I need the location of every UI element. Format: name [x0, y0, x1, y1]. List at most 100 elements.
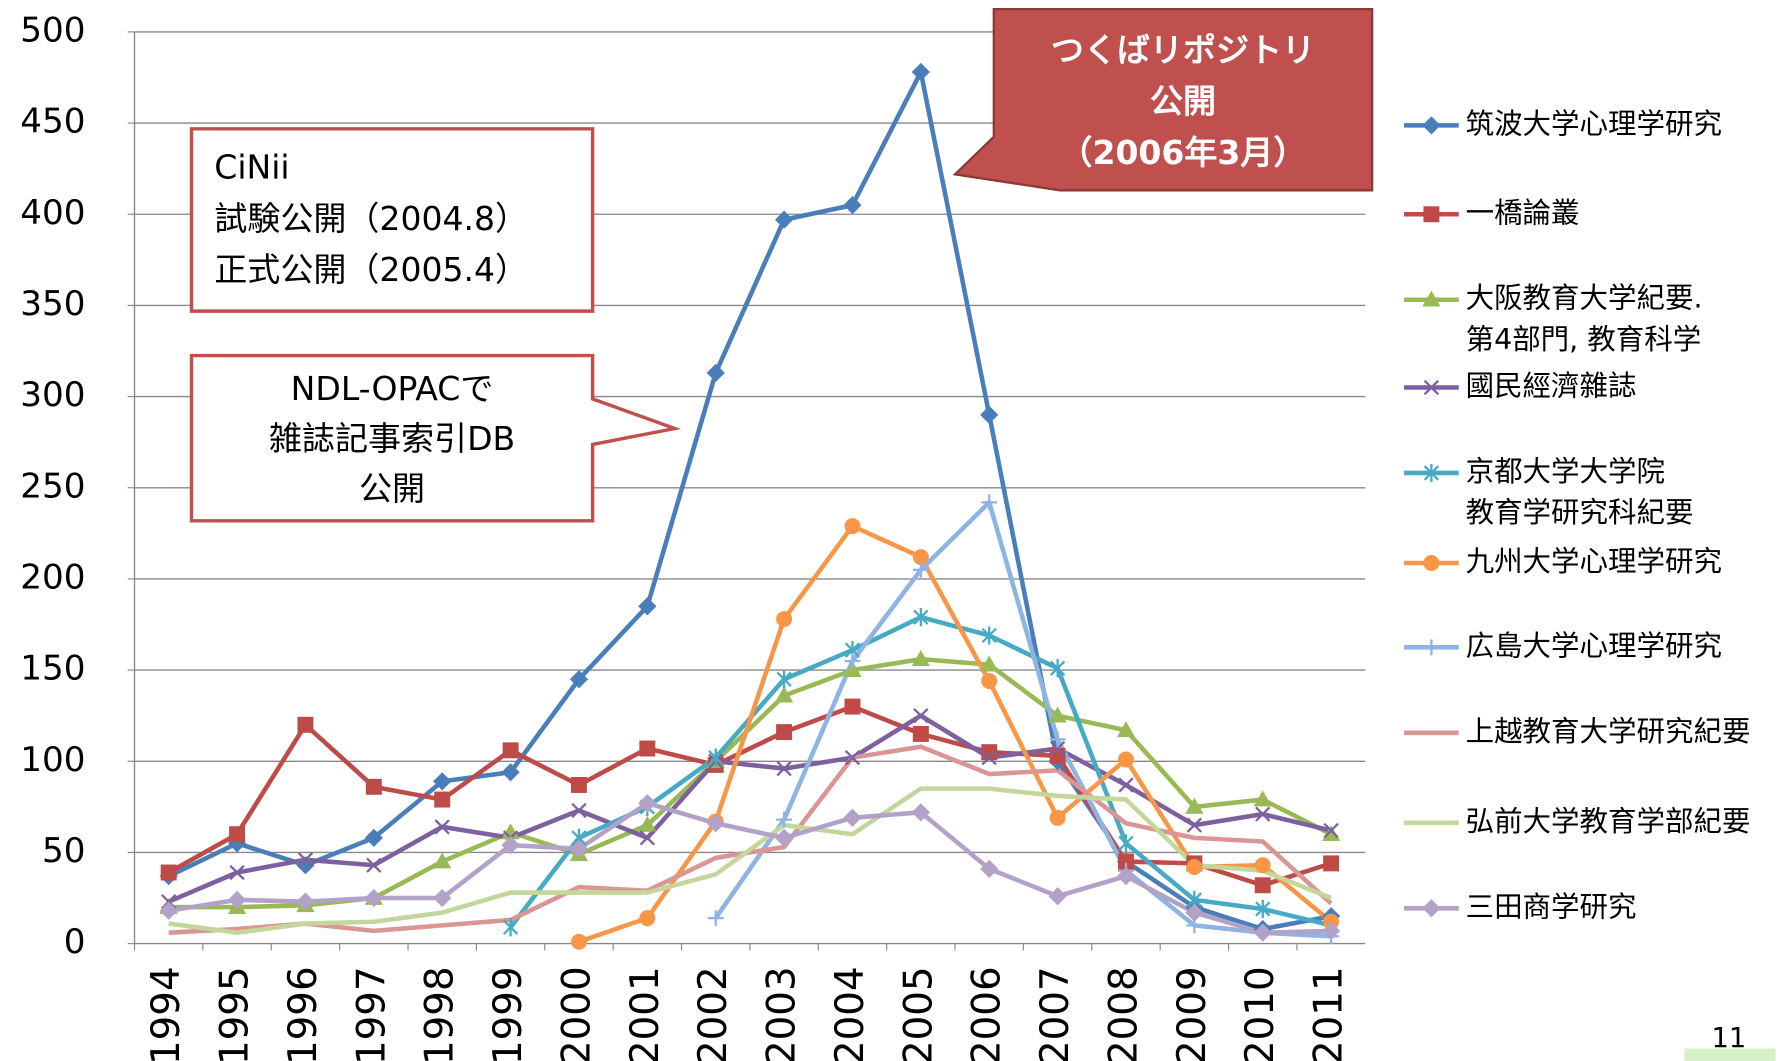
marker: [1422, 116, 1441, 135]
marker: [774, 210, 794, 229]
marker: [844, 518, 861, 535]
marker: [1186, 817, 1203, 833]
marker: [569, 839, 589, 858]
marker: [1118, 853, 1134, 870]
legend-label: 國民經濟雜誌: [1466, 369, 1637, 402]
legend-label: 広島大学心理学研究: [1466, 629, 1722, 662]
marker: [911, 62, 930, 82]
marker: [776, 760, 792, 777]
marker: [433, 772, 452, 791]
x-tick-label: 2004: [828, 966, 873, 1061]
x-tick-label: 2010: [1238, 966, 1283, 1061]
x-tick-label: 2008: [1101, 966, 1146, 1061]
marker: [1186, 859, 1203, 876]
marker: [1116, 721, 1136, 738]
x-tick-label: 1994: [144, 966, 189, 1061]
marker: [229, 826, 246, 843]
marker: [776, 811, 793, 828]
marker: [912, 561, 929, 578]
marker: [364, 828, 383, 847]
marker: [980, 859, 999, 878]
marker: [981, 749, 997, 766]
y-tick-label: 350: [20, 284, 85, 324]
marker: [1322, 921, 1341, 940]
legend-label: 一橋論叢: [1466, 196, 1580, 229]
annotation: NDL-OPACで雑誌記事索引DB 公開: [269, 368, 515, 507]
legend-label: 九州大学心理学研究: [1466, 545, 1722, 578]
marker: [569, 670, 589, 689]
legend-label: 筑波大学心理学研究: [1466, 107, 1722, 140]
marker: [1049, 809, 1066, 826]
marker: [1323, 822, 1339, 839]
y-tick-label: 100: [20, 740, 85, 780]
x-tick-label: 2002: [691, 966, 736, 1061]
marker: [1185, 797, 1204, 814]
marker: [434, 791, 451, 808]
marker: [1049, 747, 1066, 764]
legend-label: 京都大学大学院教育学研究科紀要: [1466, 455, 1694, 529]
y-tick-label: 50: [42, 831, 85, 871]
marker: [433, 852, 452, 869]
marker: [1255, 899, 1271, 919]
marker: [639, 830, 655, 846]
marker: [502, 742, 519, 759]
marker: [638, 794, 657, 813]
x-tick-label: 1996: [281, 966, 326, 1061]
series-line: [713, 500, 1332, 939]
y-tick-label: 0: [64, 922, 86, 962]
marker: [1049, 659, 1066, 678]
marker: [843, 196, 862, 215]
marker: [1322, 825, 1341, 842]
legend-label: 三田商学研究: [1466, 890, 1637, 923]
marker: [638, 597, 657, 616]
marker: [776, 670, 792, 689]
annotation: CiNii 試験公開（2004.8）正式公開（2005.4）: [214, 147, 528, 289]
x-tick-label: 1999: [486, 966, 531, 1061]
series-line: [168, 786, 1332, 935]
marker: [776, 724, 793, 741]
y-tick-label: 250: [20, 466, 85, 506]
x-tick-label: 2011: [1307, 966, 1352, 1061]
marker: [1118, 751, 1134, 768]
marker: [160, 864, 177, 881]
marker: [1048, 706, 1067, 723]
marker: [981, 673, 998, 690]
marker: [571, 802, 587, 819]
series-line: [168, 800, 1332, 935]
y-tick-label: 500: [20, 10, 85, 50]
marker: [913, 708, 929, 724]
legend-label: 大阪教育大学紀要.第4部門, 教育科学: [1466, 282, 1703, 356]
marker: [981, 626, 997, 645]
marker: [501, 836, 520, 855]
legend-label: 上越教育大学研究紀要: [1466, 715, 1751, 748]
series-line: [167, 69, 1332, 932]
marker: [844, 653, 861, 669]
x-tick-label: 2003: [760, 966, 805, 1061]
marker: [844, 749, 861, 766]
marker: [912, 549, 929, 566]
marker: [1254, 857, 1271, 874]
x-tick-label: 1998: [418, 966, 463, 1061]
marker: [1253, 790, 1272, 807]
x-tick-label: 2005: [896, 966, 941, 1061]
series-line: [167, 704, 1332, 888]
marker: [706, 814, 725, 833]
marker: [776, 611, 793, 628]
marker: [774, 686, 794, 703]
marker: [981, 494, 998, 511]
legend-label: 弘前大学教育学部紀要: [1466, 805, 1751, 838]
marker: [1118, 834, 1134, 853]
marker: [366, 857, 382, 873]
annotation: つくばリポジトリ公開（2006年3月）: [1051, 30, 1315, 172]
marker: [1423, 463, 1440, 483]
marker: [980, 405, 999, 424]
y-tick-label: 200: [20, 557, 85, 597]
callout-box: [189, 353, 682, 523]
marker: [1048, 887, 1067, 906]
marker: [297, 716, 314, 733]
marker: [1423, 379, 1440, 396]
y-tick-label: 400: [20, 193, 85, 233]
marker: [159, 901, 178, 920]
marker: [1254, 877, 1271, 894]
marker: [1185, 903, 1204, 922]
